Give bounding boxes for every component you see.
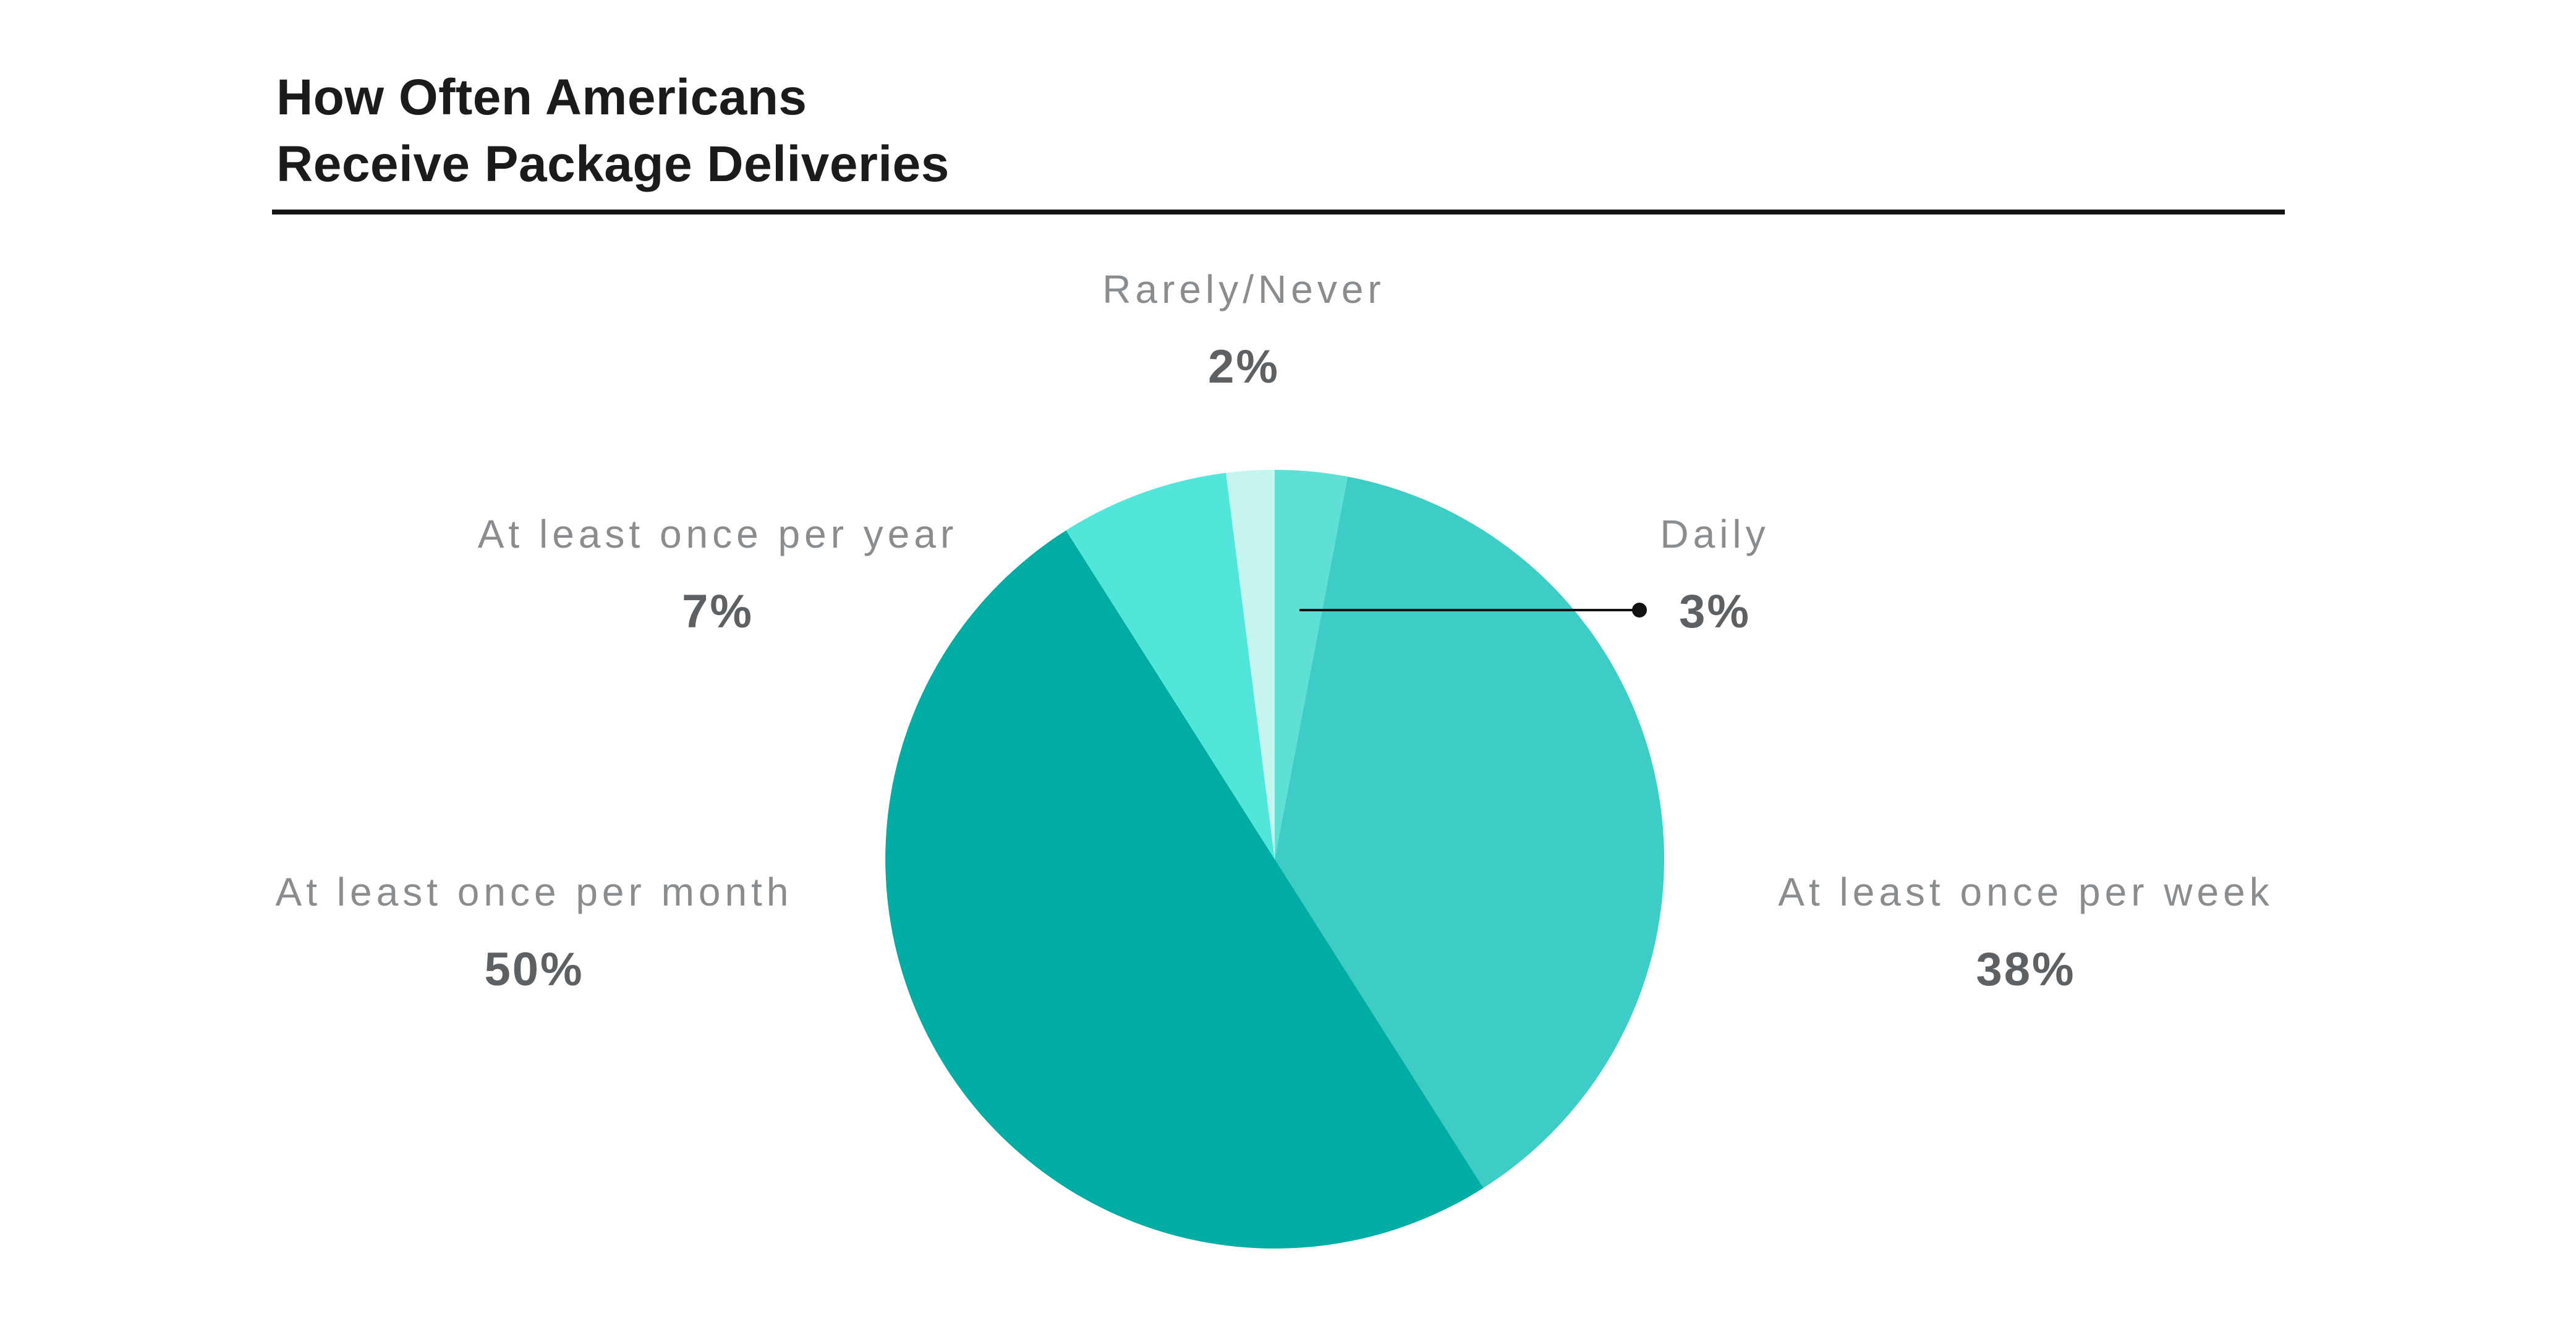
- value-label-daily: 3%: [1679, 585, 1751, 638]
- value-label-rarely-never: 2%: [1208, 341, 1280, 393]
- value-label-once-per-week: 38%: [1976, 943, 2076, 996]
- daily-leader-dot: [1632, 603, 1647, 617]
- pie-slice-at-least-once-per-month: [885, 530, 1484, 1249]
- label-group-rarely-never: Rarely/Never 2%: [1102, 269, 1385, 391]
- label-group-once-per-year: At least once per year 7%: [478, 514, 958, 635]
- category-label-rarely-never: Rarely/Never: [1102, 267, 1385, 312]
- page-title-line1: How Often Americans: [276, 69, 807, 125]
- pie-slice-at-least-once-per-week: [1275, 477, 1665, 1188]
- category-label-once-per-week: At least once per week: [1778, 870, 2274, 914]
- label-group-daily: Daily 3%: [1660, 514, 1769, 635]
- page-title-line2: Receive Package Deliveries: [276, 136, 950, 193]
- page-title: How Often Americans Receive Package Deli…: [276, 64, 950, 198]
- pie-slices-group: [885, 470, 1665, 1249]
- category-label-once-per-year: At least once per year: [477, 512, 958, 556]
- value-label-once-per-year: 7%: [682, 585, 754, 638]
- pie-slice-rarely-never: [1226, 470, 1275, 859]
- label-group-once-per-month: At least once per month 50%: [276, 872, 793, 993]
- label-group-once-per-week: At least once per week 38%: [1778, 872, 2273, 993]
- category-label-daily: Daily: [1660, 512, 1770, 556]
- category-label-once-per-month: At least once per month: [275, 870, 793, 914]
- pie-slice-at-least-once-per-year: [1066, 472, 1275, 859]
- value-label-once-per-month: 50%: [484, 943, 584, 996]
- pie-slice-daily: [1275, 470, 1348, 859]
- title-divider-rule: [272, 210, 2285, 214]
